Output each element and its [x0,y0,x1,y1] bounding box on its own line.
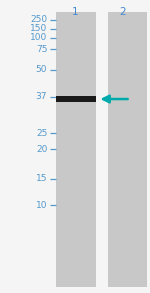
Text: 250: 250 [30,16,47,24]
Text: 75: 75 [36,45,47,54]
Text: 15: 15 [36,174,47,183]
Text: 2: 2 [120,7,126,17]
Bar [108,12,147,287]
Text: 1: 1 [72,7,78,17]
Text: 25: 25 [36,129,47,138]
Text: 10: 10 [36,201,47,209]
Text: 37: 37 [36,92,47,101]
Bar [56,96,96,102]
Text: 50: 50 [36,65,47,74]
Bar [56,12,96,287]
Text: 100: 100 [30,33,47,42]
Text: 20: 20 [36,145,47,154]
Text: 150: 150 [30,24,47,33]
